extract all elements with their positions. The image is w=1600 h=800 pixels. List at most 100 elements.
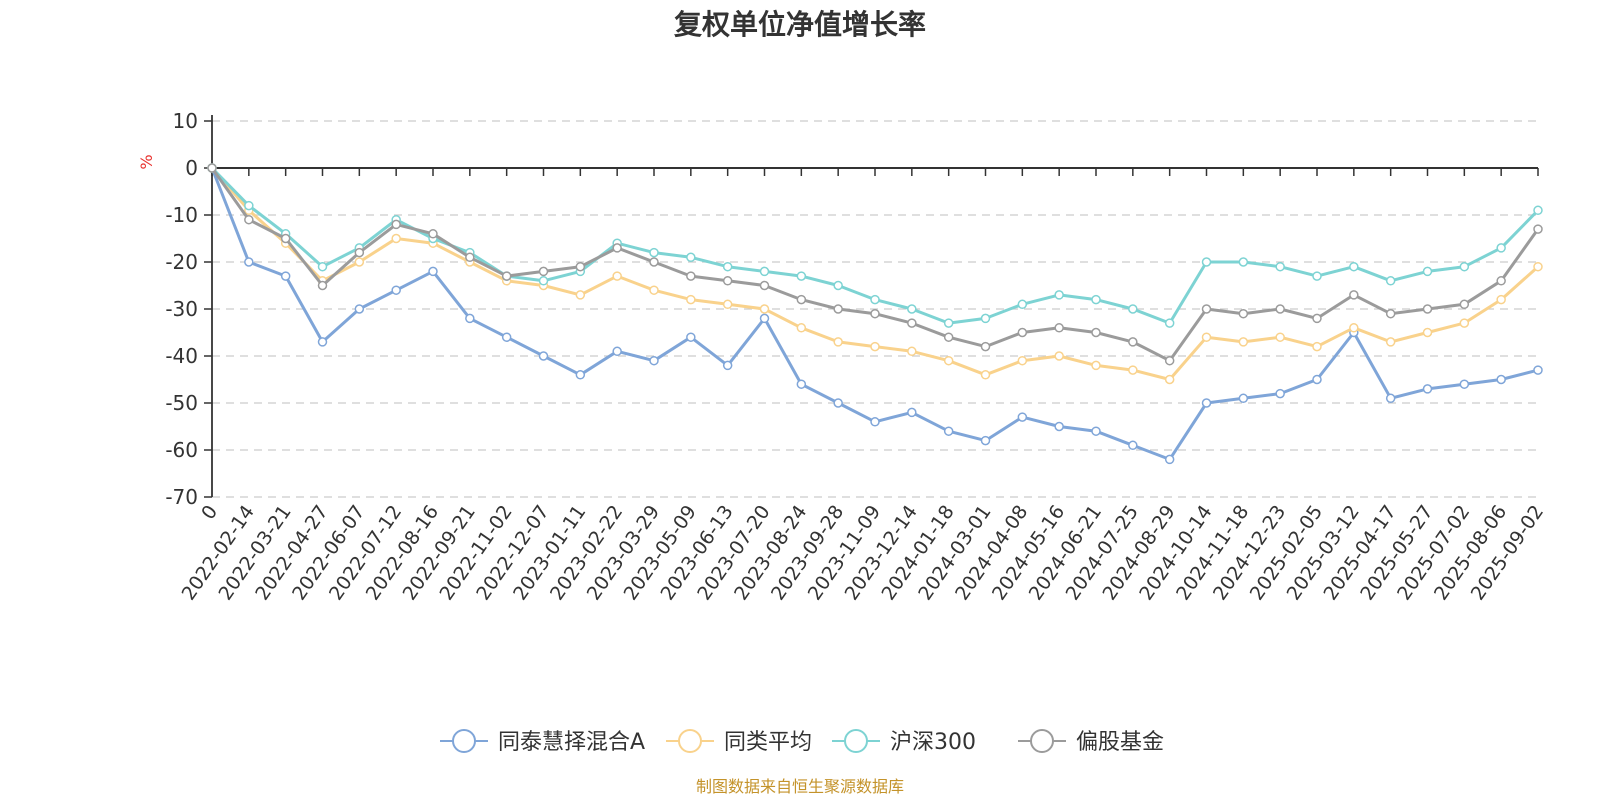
data-point bbox=[207, 163, 217, 173]
data-point bbox=[428, 266, 438, 277]
data-point bbox=[612, 271, 622, 281]
data-point bbox=[1349, 323, 1359, 333]
data-point bbox=[833, 398, 843, 408]
data-point bbox=[1312, 313, 1322, 324]
data-point bbox=[1054, 421, 1064, 432]
data-point bbox=[1496, 243, 1506, 253]
legend-item: 偏股基金 bbox=[1018, 729, 1164, 755]
axis-layer bbox=[204, 115, 1539, 498]
data-point bbox=[1533, 365, 1543, 375]
data-point bbox=[1533, 205, 1543, 216]
data-point bbox=[1459, 318, 1470, 328]
data-point bbox=[870, 417, 880, 427]
data-point bbox=[686, 271, 696, 281]
data-point bbox=[722, 360, 733, 371]
data-point bbox=[391, 285, 401, 295]
data-point bbox=[1201, 304, 1212, 314]
data-point bbox=[722, 276, 733, 286]
data-point bbox=[1422, 266, 1433, 277]
data-point bbox=[354, 304, 365, 314]
data-point bbox=[1496, 374, 1506, 385]
data-point bbox=[1312, 341, 1322, 352]
data-point bbox=[1422, 304, 1433, 314]
series-group bbox=[207, 163, 1543, 385]
data-point bbox=[1164, 454, 1175, 465]
legend-label: 沪深300 bbox=[890, 730, 976, 755]
series-group bbox=[207, 163, 1543, 366]
data-point bbox=[1385, 337, 1396, 347]
data-point bbox=[1017, 355, 1028, 366]
data-point bbox=[1091, 327, 1101, 338]
data-point bbox=[1275, 388, 1285, 399]
data-point bbox=[1017, 412, 1028, 422]
y-tick-label: -20 bbox=[165, 250, 198, 274]
data-point bbox=[1238, 393, 1249, 404]
data-point bbox=[354, 257, 365, 267]
data-point bbox=[870, 294, 880, 305]
legend-swatch-marker bbox=[678, 729, 702, 753]
series-layer bbox=[207, 163, 1543, 465]
y-tick-layer: 10 0 -10 -20 -30 -40 -50 -60 -70 bbox=[165, 109, 198, 509]
data-point bbox=[465, 313, 475, 324]
data-point bbox=[833, 280, 843, 291]
data-point bbox=[907, 318, 917, 328]
data-point bbox=[428, 229, 438, 239]
data-point bbox=[1459, 299, 1470, 310]
data-point bbox=[1238, 308, 1249, 319]
data-point bbox=[1091, 426, 1101, 436]
legend-item: 同泰慧择混合A bbox=[440, 729, 645, 755]
data-point bbox=[907, 346, 917, 357]
x-tick-label: 0 bbox=[197, 501, 222, 524]
y-tick-label: -70 bbox=[165, 485, 198, 509]
source-note: 制图数据来自恒生聚源数据库 bbox=[696, 777, 904, 796]
legend: 同泰慧择混合A 同类平均 沪深300 偏股基金 bbox=[440, 729, 1164, 755]
chart-title: 复权单位净值增长率 bbox=[674, 8, 926, 41]
data-point bbox=[649, 247, 659, 258]
data-point bbox=[1422, 384, 1433, 394]
data-point bbox=[1533, 261, 1543, 272]
data-point bbox=[1201, 398, 1212, 408]
data-point bbox=[1496, 276, 1506, 286]
data-point bbox=[1385, 276, 1396, 286]
data-point bbox=[980, 435, 991, 446]
data-point bbox=[1054, 351, 1064, 361]
data-point bbox=[1459, 379, 1470, 389]
data-point bbox=[1128, 365, 1138, 375]
data-point bbox=[943, 426, 954, 436]
data-point bbox=[1128, 440, 1138, 451]
data-point bbox=[943, 355, 954, 366]
y-tick-label: 10 bbox=[173, 109, 198, 133]
data-point bbox=[465, 252, 475, 263]
data-point bbox=[1017, 299, 1028, 310]
data-point bbox=[538, 351, 549, 361]
legend-label: 同类平均 bbox=[724, 730, 812, 755]
data-point bbox=[649, 285, 659, 295]
data-point bbox=[1422, 327, 1433, 338]
data-point bbox=[833, 337, 843, 347]
data-point bbox=[1238, 257, 1249, 267]
legend-swatch-marker bbox=[1030, 729, 1054, 753]
data-point bbox=[1459, 261, 1470, 272]
data-point bbox=[244, 257, 254, 267]
data-point bbox=[612, 346, 622, 357]
data-point bbox=[1128, 337, 1138, 347]
legend-item: 同类平均 bbox=[666, 729, 812, 755]
data-point bbox=[1054, 323, 1064, 333]
data-point bbox=[501, 271, 512, 281]
data-point bbox=[722, 299, 733, 310]
data-point bbox=[722, 261, 733, 272]
data-point bbox=[1349, 290, 1359, 300]
data-point bbox=[1054, 290, 1064, 300]
data-point bbox=[354, 247, 365, 258]
data-point bbox=[796, 294, 807, 305]
data-point bbox=[1496, 294, 1506, 305]
data-point bbox=[759, 313, 770, 324]
y-tick-label: -30 bbox=[165, 297, 198, 321]
series-line bbox=[210, 166, 1540, 363]
data-point bbox=[686, 252, 696, 263]
data-point bbox=[907, 407, 917, 418]
data-point bbox=[1238, 337, 1249, 347]
data-point bbox=[1312, 271, 1322, 281]
data-point bbox=[870, 341, 880, 352]
